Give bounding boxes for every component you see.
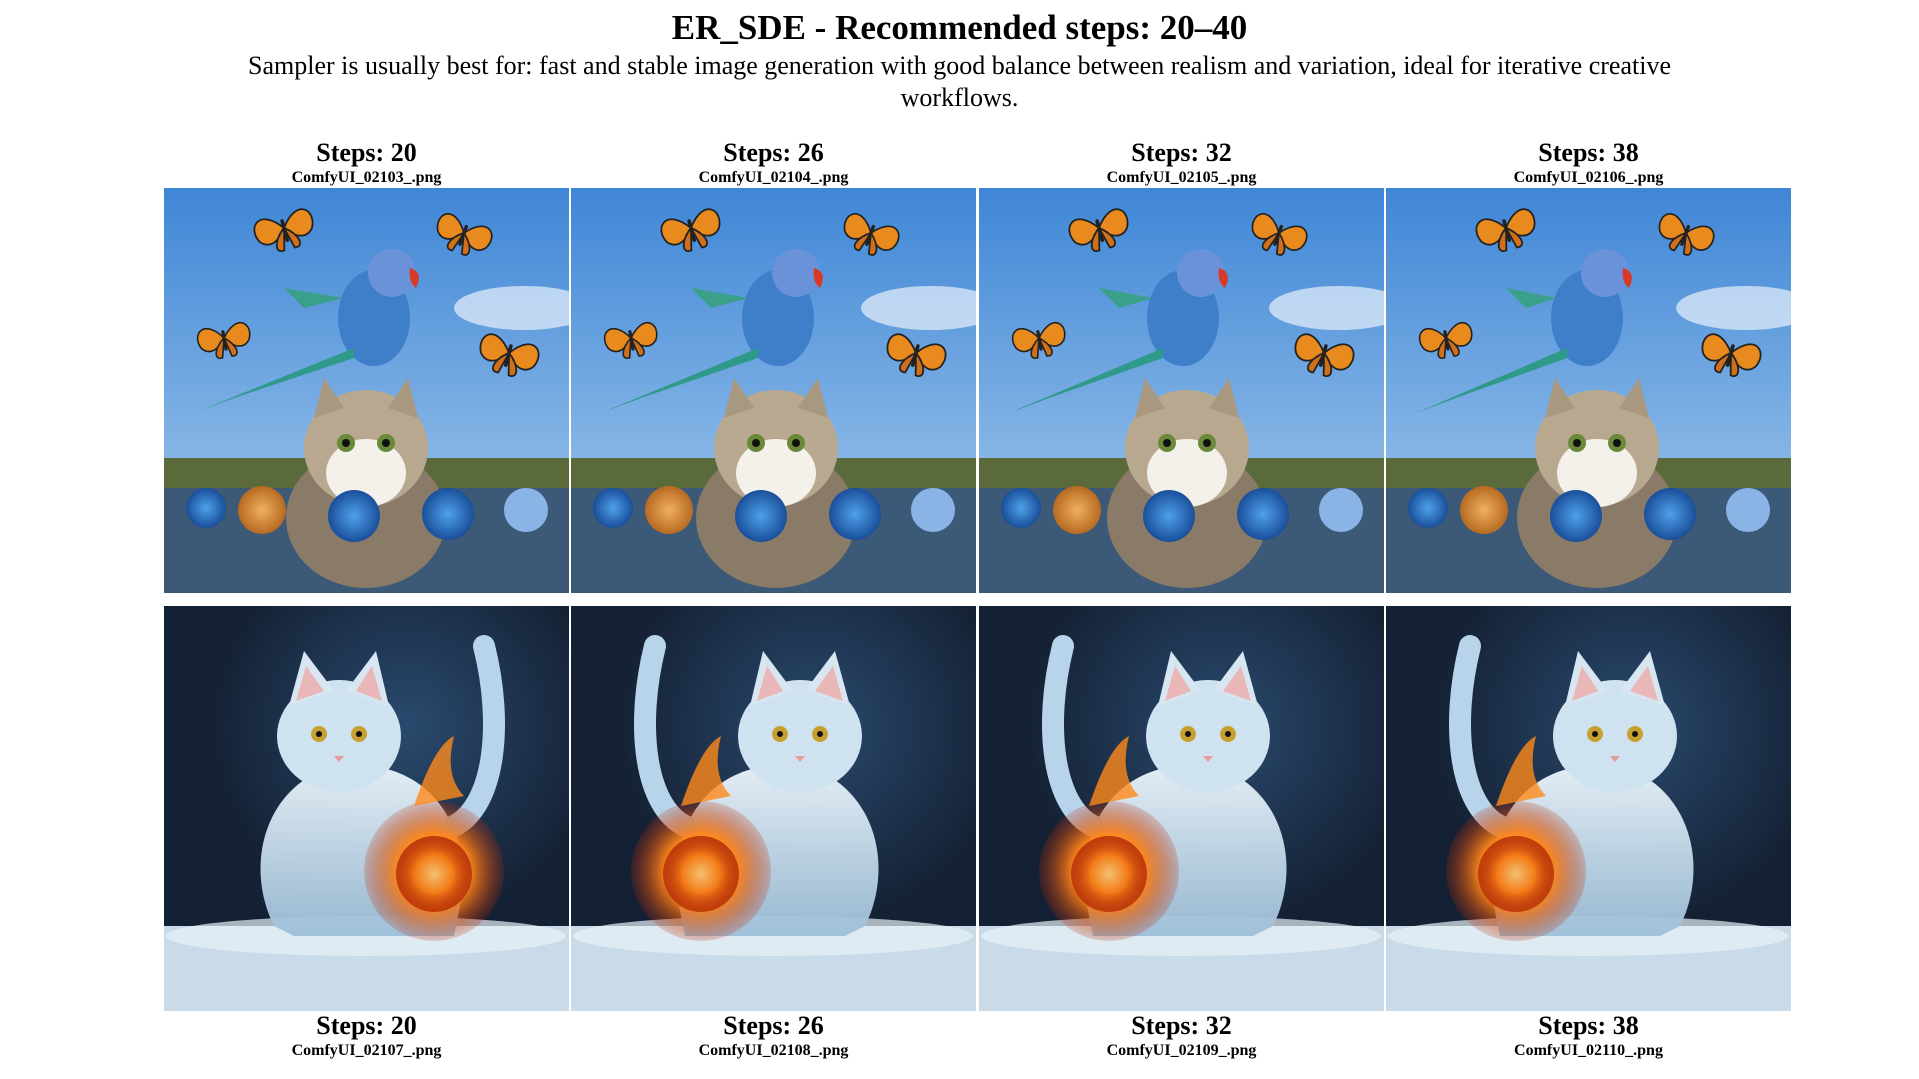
caption: Steps: 32 ComfyUI_02105_.png: [979, 138, 1384, 188]
parrot-cat-butterflies-image[interactable]: [979, 188, 1384, 593]
page-title: ER_SDE - Recommended steps: 20–40: [671, 8, 1248, 47]
steps-label: Steps: 20: [316, 1011, 417, 1040]
grid-cell: Steps: 20 ComfyUI_02107_.png: [164, 606, 569, 1061]
caption: Steps: 32 ComfyUI_02109_.png: [979, 1011, 1384, 1061]
file-name: ComfyUI_02109_.png: [1106, 1042, 1257, 1059]
steps-label: Steps: 38: [1538, 1011, 1639, 1040]
steps-label: Steps: 20: [316, 138, 417, 167]
page-subtitle: Sampler is usually best for: fast and st…: [248, 51, 1671, 112]
steps-label: Steps: 26: [723, 1011, 824, 1040]
parrot-cat-butterflies-image[interactable]: [571, 188, 976, 593]
caption: Steps: 26 ComfyUI_02108_.png: [571, 1011, 976, 1061]
steps-label: Steps: 32: [1131, 1011, 1232, 1040]
steps-label: Steps: 32: [1131, 138, 1232, 167]
ice-cat-fireball-image[interactable]: [164, 606, 569, 1011]
grid-cell: Steps: 32 ComfyUI_02105_.png: [979, 138, 1384, 593]
steps-label: Steps: 38: [1538, 138, 1639, 167]
file-name: ComfyUI_02106_.png: [1513, 169, 1664, 186]
file-name: ComfyUI_02103_.png: [291, 169, 442, 186]
file-name: ComfyUI_02108_.png: [698, 1042, 849, 1059]
grid-cell: Steps: 26 ComfyUI_02108_.png: [571, 606, 976, 1061]
file-name: ComfyUI_02105_.png: [1106, 169, 1257, 186]
parrot-cat-butterflies-image[interactable]: [1386, 188, 1791, 593]
ice-cat-fireball-image[interactable]: [571, 606, 976, 1011]
caption: Steps: 20 ComfyUI_02103_.png: [164, 138, 569, 188]
steps-label: Steps: 26: [723, 138, 824, 167]
file-name: ComfyUI_02104_.png: [698, 169, 849, 186]
ice-cat-fireball-image[interactable]: [979, 606, 1384, 1011]
grid-cell: Steps: 38 ComfyUI_02110_.png: [1386, 606, 1791, 1061]
file-name: ComfyUI_02110_.png: [1514, 1042, 1663, 1059]
grid-cell: Steps: 32 ComfyUI_02109_.png: [979, 606, 1384, 1061]
file-name: ComfyUI_02107_.png: [291, 1042, 442, 1059]
grid-cell: Steps: 26 ComfyUI_02104_.png: [571, 138, 976, 593]
parrot-cat-butterflies-image[interactable]: [164, 188, 569, 593]
grid-cell: Steps: 20 ComfyUI_02103_.png: [164, 138, 569, 593]
caption: Steps: 26 ComfyUI_02104_.png: [571, 138, 976, 188]
caption: Steps: 38 ComfyUI_02110_.png: [1386, 1011, 1791, 1061]
ice-cat-fireball-image[interactable]: [1386, 606, 1791, 1011]
caption: Steps: 20 ComfyUI_02107_.png: [164, 1011, 569, 1061]
caption: Steps: 38 ComfyUI_02106_.png: [1386, 138, 1791, 188]
grid-cell: Steps: 38 ComfyUI_02106_.png: [1386, 138, 1791, 593]
